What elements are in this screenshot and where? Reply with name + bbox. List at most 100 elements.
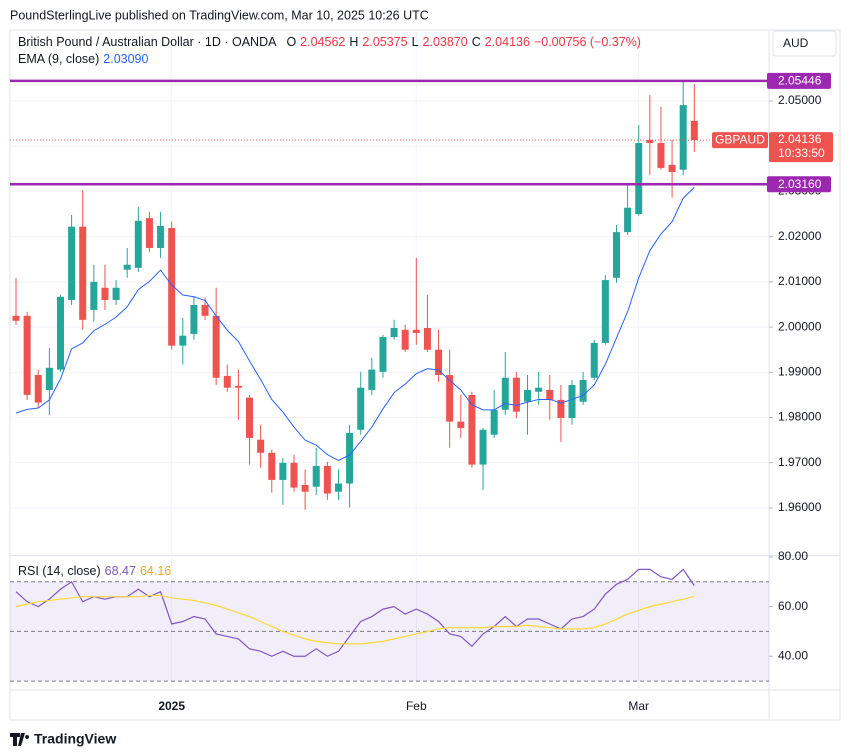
candle-body (334, 483, 342, 492)
main-legend: British Pound / Australian Dollar · 1D ·… (18, 35, 641, 49)
candle-body (635, 143, 643, 215)
candle-body (23, 315, 31, 395)
candle-body (535, 387, 543, 392)
candle-body (157, 225, 165, 248)
frame (9, 29, 841, 721)
y-tick-label: 2.02000 (778, 229, 822, 243)
candle-body (401, 329, 409, 350)
candle-body (201, 304, 209, 316)
change: −0.00756 (−0.37%) (533, 35, 641, 49)
candle-body (690, 120, 698, 141)
level-label: 2.03160 (778, 177, 822, 191)
level-box (767, 72, 831, 89)
candle-body (112, 287, 120, 300)
level-label: 2.05446 (778, 73, 822, 87)
candle-body (568, 384, 576, 418)
symbol-label: GBPAUD (715, 133, 765, 147)
candle-body (168, 228, 176, 346)
candle-body (134, 220, 142, 268)
h-key: H (349, 35, 359, 49)
o-value: 2.04562 (300, 35, 346, 49)
candle-body (612, 232, 620, 278)
candle-body (212, 315, 220, 378)
candle-body (190, 304, 198, 334)
candle-body (668, 164, 676, 172)
rsi-title: RSI (14, close) (18, 564, 101, 578)
symbol-title: British Pound / Australian Dollar · 1D ·… (18, 35, 277, 49)
rsi-legend: RSI (14, close) 68.47 64.16 (18, 564, 171, 578)
y-tick-label: 60.00 (778, 599, 808, 613)
candle-body (223, 375, 231, 388)
ema-legend: EMA (9, close) 2.03090 (18, 52, 148, 66)
candle-body (390, 327, 398, 338)
candle-body (268, 452, 276, 480)
ema-value: 2.03090 (103, 52, 149, 66)
footer: TradingView (34, 731, 116, 747)
candle-body (257, 439, 265, 453)
candle-body (34, 375, 42, 403)
price-pane (10, 30, 769, 690)
candle-body (490, 409, 498, 435)
y-tick-label: 2.01000 (778, 274, 822, 288)
last-price-box (769, 132, 833, 163)
candle-body (423, 327, 431, 350)
y-tick-label: 2.05000 (778, 93, 822, 107)
candle-body (357, 387, 365, 430)
candle-body (468, 394, 476, 465)
header: PoundSterlingLive published on TradingVi… (10, 8, 429, 22)
candle-body (368, 369, 376, 390)
l-key: L (411, 35, 419, 49)
candle-body (457, 421, 465, 428)
candle-body (301, 484, 309, 492)
candle-body (312, 465, 320, 487)
candle-body (45, 367, 53, 390)
rsi-line (15, 594, 695, 645)
candle-body (646, 139, 654, 144)
y-tick-label: 1.98000 (778, 410, 822, 424)
candle-body (601, 280, 609, 343)
h-value: 2.05375 (362, 35, 408, 49)
level-box (767, 176, 831, 193)
y-tick-label: 2.00000 (778, 319, 822, 333)
candle-body (546, 389, 554, 400)
candle-body (90, 281, 98, 310)
candle-body (123, 264, 131, 270)
l-value: 2.03870 (422, 35, 468, 49)
symbol-box (712, 132, 768, 149)
candle-body (56, 296, 64, 370)
candle-body (590, 342, 598, 378)
rsi-line (15, 568, 695, 657)
currency-box[interactable] (772, 30, 837, 57)
o-key: O (286, 35, 297, 49)
y-tick-label: 1.96000 (778, 500, 822, 514)
candle-body (579, 380, 587, 402)
rsi-ma-value: 64.16 (139, 564, 172, 578)
candle-body (679, 105, 687, 170)
candle-body (323, 465, 331, 494)
ema-line (15, 187, 695, 462)
c-key: C (471, 35, 481, 49)
candle-body (501, 377, 509, 410)
candle-body (68, 226, 76, 300)
x-tick-label: Mar (628, 699, 649, 713)
candle-body (279, 462, 287, 480)
last-price-label: 2.04136 (778, 132, 822, 146)
candle-body (246, 397, 254, 438)
candle-body (435, 349, 443, 376)
candle-body (479, 429, 487, 465)
candle-body (657, 143, 665, 168)
y-tick-label: 1.99000 (778, 364, 822, 378)
currency: AUD (783, 36, 809, 50)
candle-body (524, 389, 532, 402)
x-tick-label: 2025 (158, 699, 185, 713)
logo (10, 733, 30, 746)
y-tick-label: 80.00 (778, 549, 808, 563)
candle-body (145, 218, 153, 248)
candle-body (446, 375, 454, 422)
y-tick-label: 1.97000 (778, 455, 822, 469)
x-tick-label: Feb (406, 699, 427, 713)
candle-body (346, 432, 354, 484)
candle-body (624, 207, 632, 233)
candle-body (12, 315, 20, 321)
